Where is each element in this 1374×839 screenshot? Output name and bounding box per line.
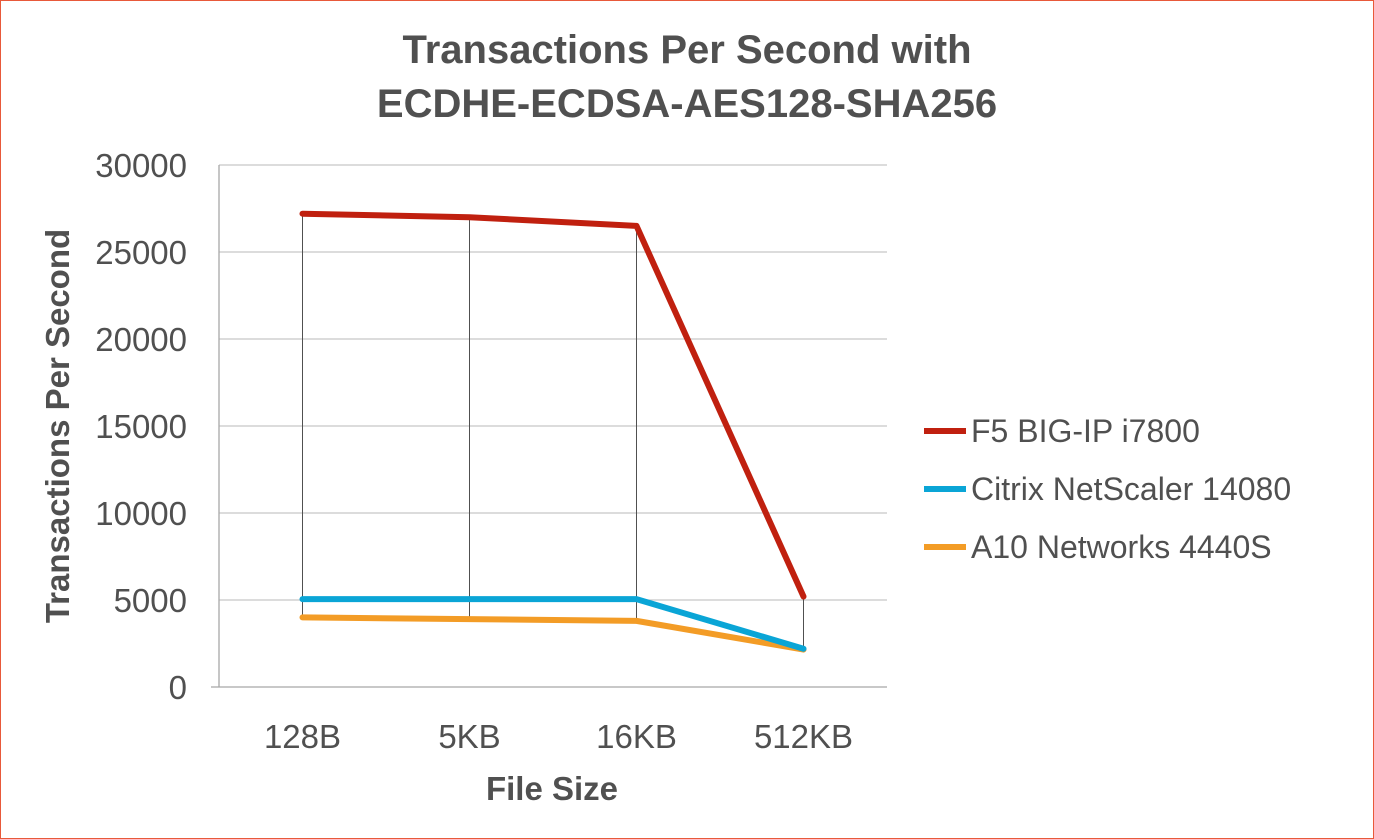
y-axis-title: Transactions Per Second <box>39 229 76 623</box>
x-tick-labels: 128B 5KB 16KB 512KB <box>264 718 853 755</box>
y-tick-label: 10000 <box>95 495 187 532</box>
x-tick-label: 512KB <box>754 718 853 755</box>
legend-label: Citrix NetScaler 14080 <box>971 471 1291 507</box>
series-lines <box>299 210 807 653</box>
y-tick-label: 5000 <box>114 582 187 619</box>
y-tick-label: 15000 <box>95 408 187 445</box>
legend-label: A10 Networks 4440S <box>971 529 1272 565</box>
x-axis-title: File Size <box>486 770 618 807</box>
drop-lines <box>302 213 804 650</box>
series-line <box>299 596 807 652</box>
x-tick-label: 5KB <box>438 718 500 755</box>
gridlines <box>219 164 887 601</box>
legend: F5 BIG-IP i7800 Citrix NetScaler 14080 A10… <box>924 413 1291 565</box>
y-tick-label: 30000 <box>95 147 187 184</box>
y-tick-label: 20000 <box>95 321 187 358</box>
y-tick-label: 0 <box>169 669 187 706</box>
chart-title-line-2: ECDHE-ECDSA-AES128-SHA256 <box>377 82 997 126</box>
y-tick-labels: 0 5000 10000 15000 20000 25000 30000 <box>95 147 187 706</box>
x-tick-label: 128B <box>264 718 341 755</box>
chart-title: Transactions Per Second with ECDHE-ECDSA… <box>377 28 997 126</box>
series-line <box>299 614 807 653</box>
legend-label: F5 BIG-IP i7800 <box>971 413 1200 449</box>
axes <box>211 165 887 688</box>
y-tick-label: 25000 <box>95 234 187 271</box>
chart-title-line-1: Transactions Per Second with <box>402 28 971 72</box>
x-tick-label: 16KB <box>596 718 677 755</box>
series-line <box>299 210 807 600</box>
